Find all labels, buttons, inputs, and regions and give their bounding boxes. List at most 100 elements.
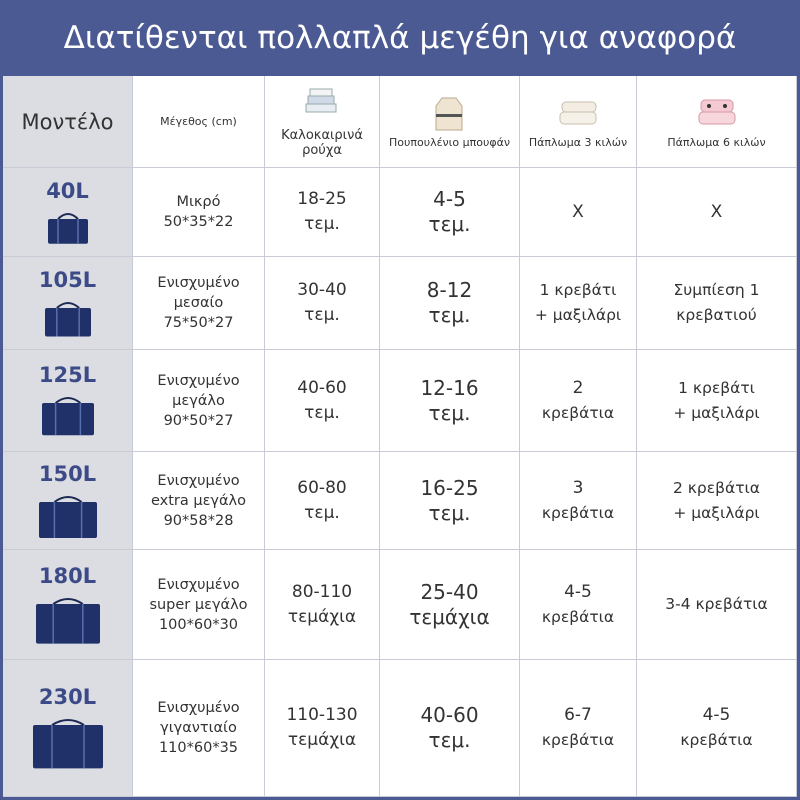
cell: 105L	[3, 257, 133, 350]
cell-text: 150L	[38, 461, 97, 486]
cell-text: 2	[572, 377, 584, 398]
cell-text: 125L	[38, 363, 97, 388]
cell-text: Ενισχυμένο	[157, 700, 240, 716]
cell-text: X	[710, 201, 723, 222]
cell: 4-5 τεμ.	[380, 168, 520, 257]
cell: 2 κρεβάτια + μαξιλάρι	[637, 452, 797, 550]
cell-text: 6-7	[564, 705, 592, 725]
cell-text: Μοντέλο	[21, 109, 114, 134]
cell: Ενισχυμένο μεγάλο 90*50*27	[133, 350, 265, 452]
cell-text: τεμάχια	[287, 606, 357, 627]
header-cell: Πάπλωμα 3 κιλών	[520, 76, 637, 168]
cell-text: 3-4 κρεβάτια	[665, 595, 768, 613]
cell-text: κρεβάτια	[541, 607, 615, 626]
cell-text: 60-80	[297, 477, 347, 498]
header-cell: Πάπλωμα 6 κιλών	[637, 76, 797, 168]
cell: Ενισχυμένο γιγαντιαίο 110*60*35	[133, 660, 265, 797]
cell: 30-40 τεμ.	[265, 257, 380, 350]
cell-text: Ενισχυμένο	[157, 576, 240, 593]
cell: 1 κρεβάτι + μαξιλάρι	[520, 257, 637, 350]
cell: 3 κρεβάτια	[520, 452, 637, 550]
cell: Ενισχυμένο super μεγάλο 100*60*30	[133, 550, 265, 660]
cell: 125L	[3, 350, 133, 452]
cell-text: 30-40	[297, 280, 347, 300]
cell-text: 8-12	[426, 278, 473, 302]
cell-text: Πάπλωμα 3 κιλών	[528, 136, 628, 149]
cell-text: 40L	[46, 178, 89, 203]
cell-text: 1 κρεβάτι	[678, 378, 755, 397]
bag-icon	[44, 301, 91, 337]
item-icon	[305, 88, 337, 112]
cell-text: 180L	[38, 563, 97, 588]
cell-text: κρεβάτια	[541, 503, 615, 522]
cell-text: τεμ.	[428, 303, 471, 327]
cell-text: κρεβάτια	[541, 731, 615, 749]
cell: 40L	[3, 168, 133, 257]
cell: X	[520, 168, 637, 257]
header-cell: Καλοκαιρινά ρούχα	[265, 76, 380, 168]
cell-text: κρεβατιού	[676, 306, 757, 324]
cell: 4-5 κρεβάτια	[637, 660, 797, 797]
cell-text: Μέγεθος (cm)	[160, 115, 237, 128]
cell-text: 100*60*30	[158, 616, 239, 633]
cell-text: Μικρό	[176, 194, 221, 210]
cell: 80-110 τεμάχια	[265, 550, 380, 660]
cell: 18-25 τεμ.	[265, 168, 380, 257]
cell-text: γιγαντιαίο	[160, 720, 237, 736]
cell-text: 75*50*27	[163, 315, 234, 331]
cell-text: Πουπουλένιο μπουφάν	[389, 136, 510, 149]
cell: 40-60 τεμ.	[380, 660, 520, 797]
bag-icon	[41, 397, 94, 436]
cell-text: X	[572, 201, 584, 222]
cell: 230L	[3, 660, 133, 797]
cell: 4-5 κρεβάτια	[520, 550, 637, 660]
cell-text: 3	[572, 477, 584, 498]
cell-text: 2 κρεβάτια	[672, 478, 761, 497]
cell-text: 4-5	[433, 187, 466, 211]
cell: X	[637, 168, 797, 257]
cell-text: Ενισχυμένο	[157, 472, 240, 489]
cell: 110-130 τεμάχια	[265, 660, 380, 797]
cell-text: Ενισχυμένο	[157, 275, 240, 291]
cell: 1 κρεβάτι + μαξιλάρι	[637, 350, 797, 452]
cell: 12-16 τεμ.	[380, 350, 520, 452]
cell-text: 18-25	[297, 189, 347, 209]
cell: 180L	[3, 550, 133, 660]
cell-text: τεμάχια	[287, 730, 357, 750]
header-cell: Μοντέλο	[3, 76, 133, 168]
bag-icon	[35, 597, 100, 644]
cell: 150L	[3, 452, 133, 550]
cell: Ενισχυμένο μεσαίο 75*50*27	[133, 257, 265, 350]
cell-text: 230L	[38, 685, 97, 710]
cell-text: 4-5	[564, 581, 592, 602]
cell-text: + μαξιλάρι	[534, 306, 622, 324]
bag-icon	[47, 212, 88, 244]
cell-text: 40-60	[297, 377, 347, 398]
bag-icon	[32, 719, 103, 769]
cell-text: + μαξιλάρι	[673, 403, 760, 422]
cell-text: 4-5	[702, 705, 731, 725]
cell-text: 105L	[38, 267, 97, 292]
cell-text: super μεγάλο	[149, 596, 248, 613]
cell-text: + μαξιλάρι	[673, 503, 760, 522]
cell: 60-80 τεμ.	[265, 452, 380, 550]
cell-text: τεμ.	[428, 500, 471, 525]
cell-text: 80-110	[291, 581, 353, 602]
cell: 8-12 τεμ.	[380, 257, 520, 350]
cell: 3-4 κρεβάτια	[637, 550, 797, 660]
cell-text: τεμ.	[304, 502, 340, 523]
cell-text: τεμ.	[428, 400, 471, 425]
cell-text: Συμπίεση 1	[673, 281, 760, 299]
cell-text: τεμ.	[428, 212, 471, 236]
cell-text: μεσαίο	[173, 295, 224, 311]
cell-text: 25-40	[420, 579, 479, 604]
cell-text: 12-16	[420, 375, 479, 400]
table: Μοντέλο Μέγεθος (cm) Καλοκαιρινά ρούχα Πουπο…	[3, 76, 797, 797]
cell-text: τεμάχια	[409, 604, 490, 629]
cell: 25-40 τεμάχια	[380, 550, 520, 660]
cell-text: κρεβάτια	[541, 403, 615, 422]
cell-text: 110*60*35	[158, 740, 239, 756]
cell: 6-7 κρεβάτια	[520, 660, 637, 797]
cell: Ενισχυμένο extra μεγάλο 90*58*28	[133, 452, 265, 550]
cell: 2 κρεβάτια	[520, 350, 637, 452]
